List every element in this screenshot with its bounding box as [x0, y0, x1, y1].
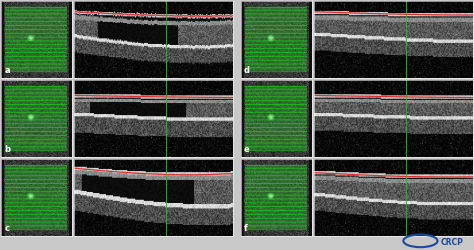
Text: a: a [4, 66, 10, 74]
Text: e: e [244, 145, 250, 154]
Text: b: b [4, 145, 10, 154]
Text: CRCP: CRCP [440, 238, 463, 246]
Text: f: f [244, 224, 248, 233]
Text: d: d [244, 66, 250, 74]
Text: c: c [4, 224, 9, 233]
